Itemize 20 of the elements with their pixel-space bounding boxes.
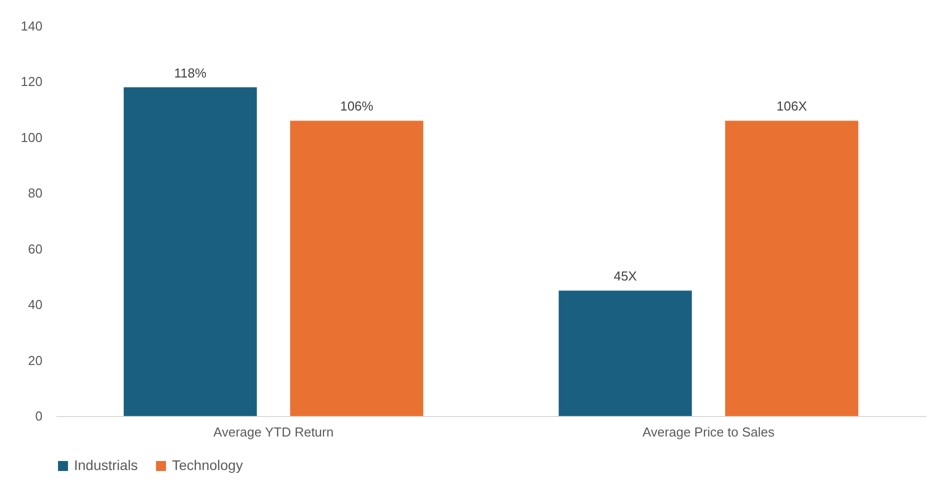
y-tick-label: 40	[28, 297, 42, 312]
bar	[124, 87, 257, 416]
y-tick-label: 0	[35, 408, 42, 424]
y-tick-label: 20	[28, 352, 42, 368]
y-tick-label: 80	[28, 186, 42, 201]
y-tick-label: 120	[20, 74, 42, 90]
legend-label: Technology	[172, 457, 243, 473]
data-label: 45X	[614, 268, 638, 284]
data-label: 106%	[340, 98, 374, 114]
x-tick-label: Average Price to Sales	[642, 424, 775, 440]
x-tick-label: Average YTD Return	[213, 424, 334, 440]
y-tick-label: 60	[28, 241, 42, 256]
legend-label: Industrials	[74, 457, 138, 473]
bar	[725, 120, 858, 416]
bar	[290, 120, 424, 416]
data-label: 106X	[776, 98, 808, 114]
data-label: 118%	[174, 65, 207, 80]
y-tick-label: 140	[20, 18, 42, 34]
bar	[558, 290, 692, 416]
y-tick-label: 100	[20, 130, 42, 145]
